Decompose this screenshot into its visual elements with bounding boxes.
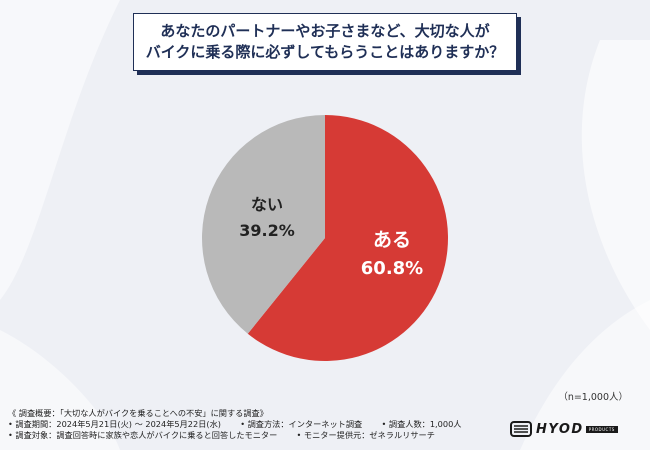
survey-provider: • モニター提供元：ゼネラルリサーチ	[296, 430, 435, 440]
survey-period: • 調査期間：2024年5月21日(火) ～ 2024年5月22日(水)	[8, 419, 221, 429]
logo-text: HYOD	[536, 421, 584, 437]
slice-value-aru: 60.8%	[361, 258, 423, 279]
slice-label-nai: ない	[251, 195, 283, 214]
survey-target: • 調査対象：調査回答時に家族や恋人がバイクに乗ると回答したモニター	[8, 430, 278, 440]
pie-slice-aru	[247, 115, 448, 361]
question-title-line1: あなたのパートナーやお子さまなど、大切な人が	[160, 22, 490, 40]
hyod-emblem-icon	[510, 421, 532, 437]
survey-method: • 調査方法：インターネット調査	[240, 419, 363, 429]
slice-label-aru: ある	[373, 229, 411, 251]
slice-value-nai: 39.2%	[239, 221, 295, 240]
sample-size-note: （n=1,000人）	[558, 392, 628, 403]
pie-slice-nai	[201, 114, 325, 334]
logo-subtext: PRODUCTS	[585, 425, 618, 433]
question-title-box: あなたのパートナーやお子さまなど、大切な人が バイクに乗る際に必ずしてもらうこと…	[133, 13, 517, 71]
survey-notes: 《 調査概要：「大切な人がバイクを乗ることへの不安」に関する調査》 • 調査期間…	[8, 408, 461, 441]
survey-heading: 《 調査概要：「大切な人がバイクを乗ることへの不安」に関する調査》	[8, 408, 268, 418]
question-title-line2: バイクに乗る際に必ずしてもらうことはありますか？	[145, 43, 505, 61]
survey-respondents: • 調査人数：1,000人	[381, 419, 462, 429]
hyod-logo: HYOD PRODUCTS	[510, 420, 640, 438]
